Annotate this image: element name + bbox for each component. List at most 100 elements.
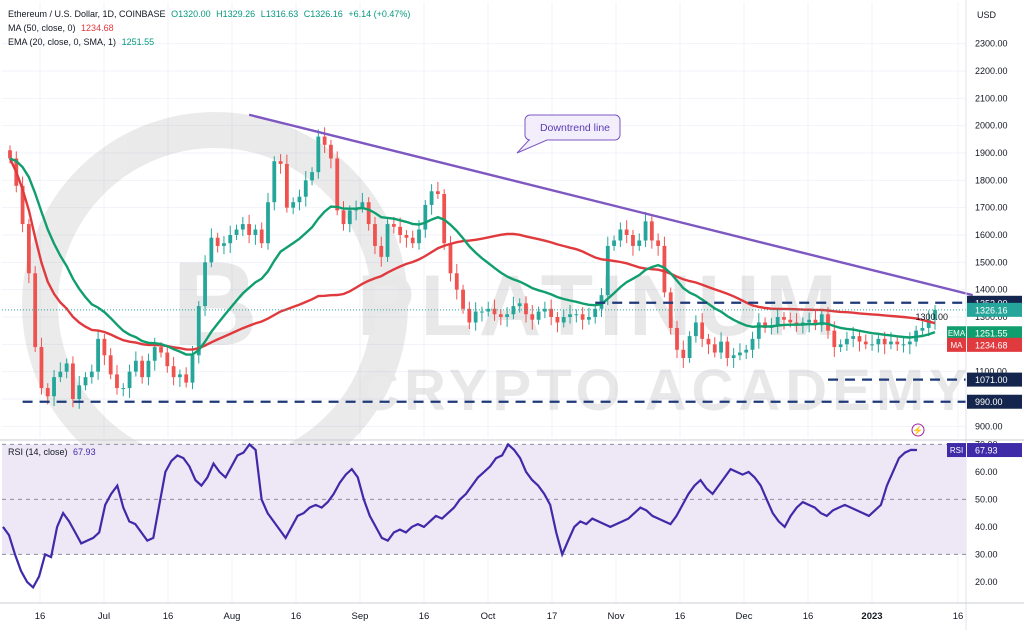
price-label: 1326.16 xyxy=(975,305,1008,315)
ohlc-low: L1316.63 xyxy=(260,9,299,19)
candle-body xyxy=(335,158,340,211)
candle-body xyxy=(605,245,610,296)
candle-body xyxy=(637,240,642,246)
time-tick-label: Jul xyxy=(98,611,110,622)
time-tick-label: Oct xyxy=(481,611,496,622)
candle-body xyxy=(461,289,465,309)
candle-body xyxy=(190,355,195,383)
time-tick-label: 16 xyxy=(803,611,814,622)
candle-body xyxy=(209,237,214,263)
price-label-bg xyxy=(967,326,1022,341)
candle-body xyxy=(89,371,94,378)
candle-body xyxy=(222,243,226,246)
candle-body xyxy=(253,229,258,235)
time-tick-label: Sep xyxy=(352,611,369,622)
candle-body xyxy=(83,377,88,386)
price-label: 990.00 xyxy=(975,397,1003,407)
candle-body xyxy=(618,229,623,241)
time-tick-label: Dec xyxy=(736,611,753,622)
event-lightning-glyph: ⚡ xyxy=(912,425,923,437)
rsi-tag-bg xyxy=(947,443,966,458)
ema20-line xyxy=(9,157,936,356)
candle-body xyxy=(656,240,661,246)
price-label-bg xyxy=(967,302,1022,317)
candle-body xyxy=(71,363,75,399)
candle-body xyxy=(473,311,478,323)
candle-body xyxy=(750,338,755,350)
watermark-line2: CRYPTO ACADEMY xyxy=(357,358,973,423)
rsi-value-bg xyxy=(967,443,1022,458)
candle-body xyxy=(360,202,365,208)
time-tick-label: Aug xyxy=(224,611,241,622)
ma-legend: MA (50, close, 0) 1234.68 xyxy=(8,23,117,33)
candle-body xyxy=(542,308,547,312)
ohlc-open: O1320.00 xyxy=(171,9,211,19)
time-tick-label: 16 xyxy=(291,611,302,622)
candle-body xyxy=(876,338,881,345)
candle-body xyxy=(907,341,912,345)
candle-body xyxy=(398,226,403,235)
candle-body xyxy=(901,344,906,346)
candle-body xyxy=(266,202,270,244)
candle-body xyxy=(373,224,377,246)
price-axis-unit: USD xyxy=(977,10,997,20)
rsi-tick-label: 40.00 xyxy=(975,522,998,532)
price-tick-label: 1900.00 xyxy=(975,148,1008,158)
candle-body xyxy=(284,163,289,208)
candle-body xyxy=(681,349,686,358)
time-tick-label: 16 xyxy=(953,611,964,622)
candle-body xyxy=(127,371,132,389)
candle-body xyxy=(895,341,900,345)
candle-body xyxy=(643,221,648,241)
candle-body xyxy=(555,317,560,323)
candle-body xyxy=(347,210,352,225)
candle-body xyxy=(719,341,723,353)
candle-body xyxy=(196,306,201,356)
candle-body xyxy=(561,317,566,323)
price-tick-label: 1300.00 xyxy=(975,312,1008,322)
candle-body xyxy=(448,243,453,274)
price-label: 1234.68 xyxy=(975,340,1008,350)
candle-body xyxy=(926,319,931,328)
candle-body xyxy=(8,150,12,159)
ohlc-change: +6.14 (+0.47%) xyxy=(348,9,411,19)
candle-body xyxy=(121,388,126,390)
candle-body xyxy=(64,363,69,372)
rsi-tick-label: 30.00 xyxy=(975,549,998,559)
candle-body xyxy=(845,338,849,345)
candle-body xyxy=(819,314,824,326)
price-tick-label: 1400.00 xyxy=(975,285,1008,295)
candle-body xyxy=(882,338,887,345)
time-tick-label: 16 xyxy=(163,611,174,622)
candle-body xyxy=(341,210,346,225)
ema-legend-value: 1251.55 xyxy=(121,37,155,47)
candle-body xyxy=(228,235,233,244)
indicator-tag: MA xyxy=(951,341,964,350)
event-lightning-icon xyxy=(911,423,925,437)
candle-body xyxy=(45,388,50,397)
candle-body xyxy=(20,185,25,225)
ema-legend: EMA (20, close, 0, SMA, 1) 1251.55 xyxy=(8,37,157,47)
candle-body xyxy=(530,314,535,320)
price-tick-label: 2000.00 xyxy=(975,121,1008,131)
candle-body xyxy=(870,344,874,346)
symbol-title: Ethereum / U.S. Dollar, 1D, COINBASE xyxy=(8,9,166,19)
candle-body xyxy=(96,338,100,372)
candle-body xyxy=(517,303,522,307)
rsi-legend-label: RSI (14, close) xyxy=(8,447,68,457)
candle-body xyxy=(108,355,113,375)
candle-body xyxy=(687,336,692,358)
candle-body xyxy=(58,371,63,378)
downtrend-line xyxy=(248,113,974,297)
candle-body xyxy=(933,309,937,320)
candle-body xyxy=(366,202,371,225)
candle-body xyxy=(706,338,711,345)
candle-body xyxy=(549,308,554,317)
candle-body xyxy=(568,314,572,317)
price-label-bg xyxy=(967,394,1022,409)
candle-body xyxy=(385,224,390,257)
candle-body xyxy=(272,161,277,203)
price-tick-label: 2100.00 xyxy=(975,93,1008,103)
